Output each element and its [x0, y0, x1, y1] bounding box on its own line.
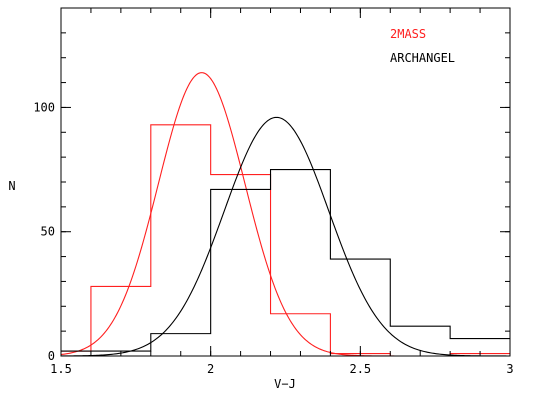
- histogram-series-0: [61, 124, 510, 357]
- legend: 2MASS ARCHANGEL: [390, 27, 455, 65]
- histogram-series-1: [61, 169, 510, 352]
- y-axis-label: N: [8, 179, 15, 193]
- axes-layer: 1.5 2 2.5 3 0 50 100: [33, 7, 514, 376]
- plot-layer: [60, 72, 510, 357]
- legend-entry-archangel: ARCHANGEL: [390, 51, 455, 65]
- y-tick-label: 50: [41, 225, 55, 239]
- y-tick-label: 100: [33, 100, 55, 114]
- x-tick-label: 1.5: [50, 362, 72, 376]
- legend-entry-2mass: 2MASS: [390, 27, 426, 41]
- x-tick-label: 3: [506, 362, 513, 376]
- y-tick-label: 0: [48, 349, 55, 363]
- x-axis-label: V−J: [274, 377, 296, 391]
- x-tick-label: 2: [207, 362, 214, 376]
- x-tick-label: 2.5: [349, 362, 371, 376]
- fit-curve-series-1: [60, 116, 510, 357]
